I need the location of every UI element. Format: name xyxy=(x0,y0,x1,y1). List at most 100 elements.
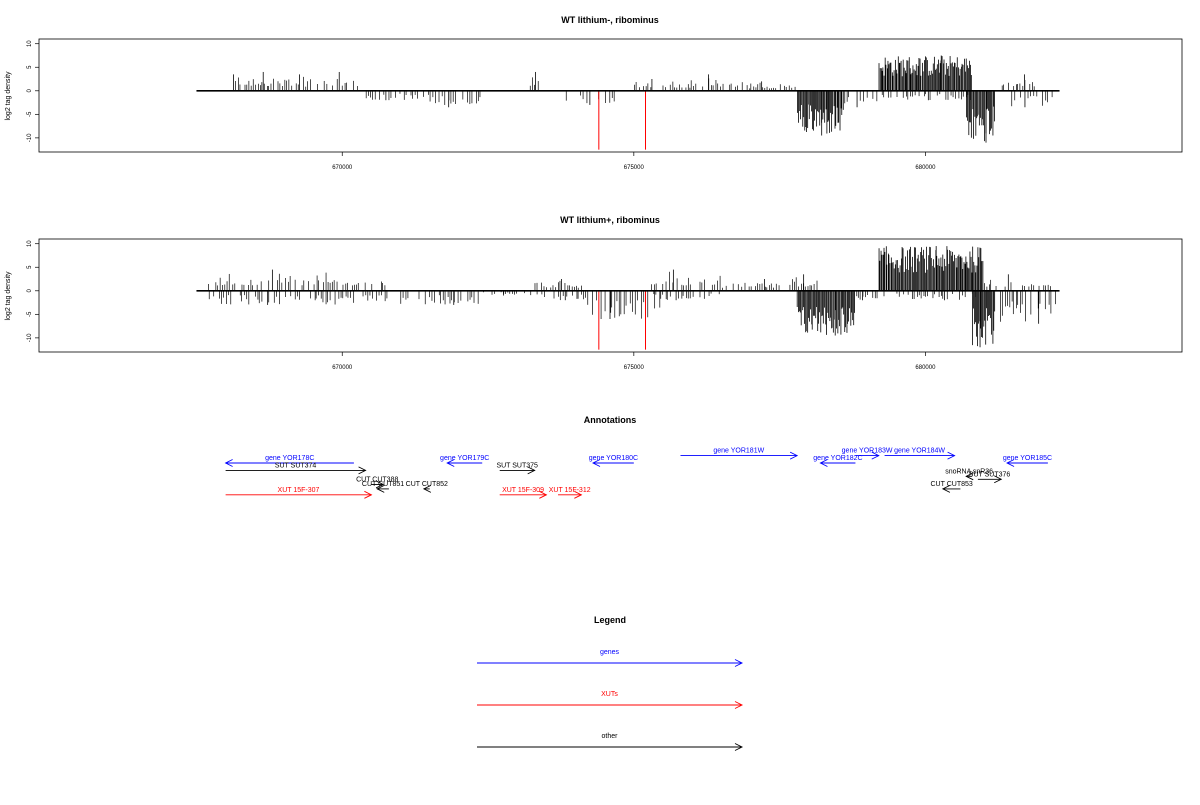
y-tick-label: -5 xyxy=(27,311,33,317)
feature-label: gene YOR178C xyxy=(265,455,314,462)
signal-segment xyxy=(984,274,1051,291)
feature-arrow-head xyxy=(375,480,385,489)
annotation-feature: CUT CUT388 xyxy=(356,476,398,489)
feature-arrow-head xyxy=(376,484,385,493)
signal-segment xyxy=(365,90,429,101)
feature-label: gene YOR185C xyxy=(1003,455,1052,462)
feature-arrow-head xyxy=(941,484,951,493)
signal-segment xyxy=(1000,290,1056,324)
signal-segment xyxy=(844,90,878,108)
y-axis-label: log2 tag density xyxy=(5,71,12,121)
feature-label: CUT CUT388 xyxy=(356,476,398,483)
y-tick-label: 10 xyxy=(27,40,33,47)
feature-label: gene YOR183W xyxy=(842,448,893,455)
y-tick-label: 5 xyxy=(27,265,33,269)
annotation-feature: gene YOR182C xyxy=(813,455,863,467)
annotation-feature: CUT CUT853 xyxy=(931,481,973,493)
signal-segment xyxy=(735,81,796,91)
signal-segment xyxy=(722,279,791,291)
feature-label: XUT 15F-312 xyxy=(549,487,591,494)
signal-segment xyxy=(400,290,479,305)
y-ticks: 10 5 0 -5 -10 xyxy=(27,40,39,142)
signal-segment xyxy=(971,290,996,348)
feature-label: snoRNA snR36 xyxy=(945,468,993,475)
feature-label: XUT 15F-309 xyxy=(502,487,544,494)
x-tick-label: 680000 xyxy=(915,165,936,171)
signal-segment xyxy=(565,90,615,105)
annotation-feature: SUT SUT374 xyxy=(225,462,367,475)
x-ticks: 670000 675000 680000 xyxy=(332,352,936,371)
x-tick-label: 670000 xyxy=(332,165,353,171)
feature-arrow-head xyxy=(364,490,373,499)
feature-label: SUT SUT376 xyxy=(969,471,1011,478)
signal-segment xyxy=(796,290,855,336)
annotation-feature: gene YOR180C xyxy=(589,455,638,467)
legend-label: XUTs xyxy=(601,691,618,698)
legend-arrow-head xyxy=(734,701,744,709)
x-ticks: 670000 675000 680000 xyxy=(332,152,936,171)
annotation-feature: XUT 15F-312 xyxy=(549,487,591,499)
y-tick-label: 10 xyxy=(27,240,33,247)
feature-arrow-head xyxy=(527,466,536,475)
feature-label: CUT CUT853 xyxy=(931,481,973,488)
y-tick-label: -10 xyxy=(27,133,33,142)
feature-arrow-head xyxy=(539,490,548,499)
plot-frame xyxy=(38,38,1183,153)
signal-segment xyxy=(653,290,720,301)
annotation-feature: SUT SUT375 xyxy=(496,462,538,475)
signal-segment xyxy=(208,269,386,291)
signal-bars xyxy=(233,55,1053,143)
signal-segment xyxy=(966,90,995,143)
feature-label: gene YOR184W xyxy=(894,448,945,455)
feature-arrow-head xyxy=(422,484,432,493)
signal-segment xyxy=(878,246,984,291)
y-tick-label: 5 xyxy=(27,65,33,69)
annotation-feature: CUT CUT852 xyxy=(406,481,448,493)
feature-arrow-head xyxy=(1006,459,1015,467)
x-tick-label: 680000 xyxy=(915,365,936,371)
feature-arrow-head xyxy=(574,490,583,499)
signal-segment xyxy=(856,290,878,301)
annotation-feature: gene YOR184W xyxy=(884,448,956,460)
x-tick-label: 675000 xyxy=(624,365,645,371)
legend-entry: other xyxy=(477,733,744,751)
signal-bars xyxy=(208,246,1056,348)
annotation-feature: gene YOR179C xyxy=(440,455,489,467)
signal-segment xyxy=(651,269,721,291)
y-tick-label: 0 xyxy=(27,88,33,92)
highlight-bars xyxy=(598,290,646,350)
legend-title: Legend xyxy=(594,615,626,625)
signal-segment xyxy=(208,290,388,305)
y-tick-label: -10 xyxy=(27,333,33,342)
feature-arrow-head xyxy=(965,472,974,481)
legend-arrow-head xyxy=(734,659,744,667)
annotation-features: gene YOR178C gene YOR179C gene YOR180C gene… xyxy=(224,448,1052,499)
annotation-feature: gene YOR178C xyxy=(224,455,354,467)
signal-segment xyxy=(323,71,359,91)
signal-segment xyxy=(878,55,972,91)
y-tick-label: 0 xyxy=(27,288,33,292)
feature-arrow-head xyxy=(994,475,1003,484)
feature-arrow-head xyxy=(819,459,828,467)
annotation-feature: snoRNA snR36 xyxy=(945,468,993,481)
highlight-bars xyxy=(598,90,646,150)
legend-entry: XUTs xyxy=(477,691,744,709)
feature-label: XUT 15F-307 xyxy=(278,487,320,494)
y-tick-label: -5 xyxy=(27,111,33,117)
signal-segment xyxy=(1001,74,1035,91)
annotation-feature: gene YOR183W xyxy=(842,448,893,460)
feature-arrow-head xyxy=(789,451,799,460)
feature-label: gene YOR180C xyxy=(589,455,638,462)
signal-segment xyxy=(233,74,236,91)
feature-arrow-head xyxy=(871,451,880,460)
feature-label: gene YOR181W xyxy=(713,448,764,455)
panel-title: WT lithium-, ribominus xyxy=(561,15,659,25)
x-tick-label: 675000 xyxy=(624,165,645,171)
plot-frame xyxy=(38,238,1183,353)
feature-arrow-head xyxy=(446,459,455,467)
signal-segment xyxy=(529,71,539,91)
annotation-feature: gene YOR181W xyxy=(680,448,799,460)
signal-segment xyxy=(238,71,283,91)
